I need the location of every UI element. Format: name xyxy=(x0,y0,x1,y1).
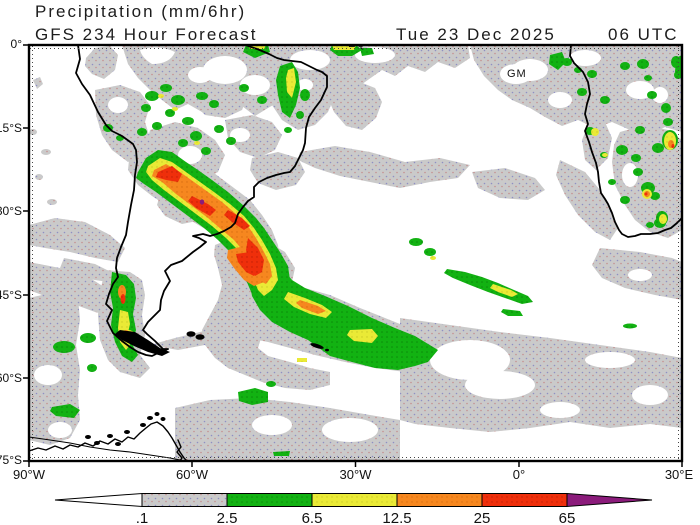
legend-label-5: 65 xyxy=(559,510,576,525)
legend-moderate-swatch xyxy=(311,493,398,507)
south-georgia xyxy=(310,343,324,349)
antarctica-shelf-line xyxy=(29,436,186,461)
lat-label-75s: 75°S xyxy=(0,453,22,467)
lat-label-45s: 45°S xyxy=(0,288,22,302)
lon-label-0: 0° xyxy=(513,467,525,482)
lat-ticks xyxy=(23,44,29,462)
falkland-east xyxy=(195,334,205,340)
legend-below-min-arrow xyxy=(54,492,143,508)
lon-label-30e: 30°E xyxy=(665,467,694,482)
islands xyxy=(85,330,329,446)
equator-label: EQ xyxy=(348,38,366,50)
precip-very-heavy-areas xyxy=(120,144,675,304)
falkland-west xyxy=(186,331,196,337)
lon-labels: 90°W 60°W 30°W 0° 30°E xyxy=(13,467,693,482)
legend-label-0: .1 xyxy=(136,510,149,525)
lat-label-30s: 30°S xyxy=(0,204,22,218)
legend-labels: .1 2.5 6.5 12.5 25 65 xyxy=(136,510,576,525)
legend-heavy-swatch xyxy=(396,493,483,507)
lat-label-15s: 15°S xyxy=(0,121,22,135)
lat-label-0: 0° xyxy=(11,37,23,51)
lat-labels: 0° 15°S 30°S 45°S 60°S 75°S xyxy=(0,37,22,467)
legend-label-4: 25 xyxy=(474,510,491,525)
legend-label-3: 12.5 xyxy=(382,510,411,525)
lon-label-60w: 60°W xyxy=(176,467,209,482)
antarctica-coastline xyxy=(29,421,188,461)
clear-areas xyxy=(34,47,668,442)
lon-label-30w: 30°W xyxy=(340,467,373,482)
legend-trace-swatch xyxy=(141,493,228,507)
africa-coastline xyxy=(569,45,682,238)
coastlines xyxy=(29,45,682,461)
model-forecast-title: GFS 234 Hour Forecast xyxy=(35,25,258,44)
minor-ticks xyxy=(30,46,681,460)
color-scale: .1 2.5 6.5 12.5 25 65 xyxy=(54,492,653,525)
tierra-del-fuego xyxy=(115,330,170,356)
precip-extreme-areas xyxy=(199,199,205,205)
lon-label-90w: 90°W xyxy=(13,467,46,482)
antarctic-ridge xyxy=(176,439,183,461)
lon-ticks xyxy=(28,461,683,467)
product-title: Precipitation (mm/6hr) xyxy=(35,2,247,21)
legend-label-2: 6.5 xyxy=(302,510,323,525)
greenwich-meridian-label: GM xyxy=(507,68,527,80)
legend-label-1: 2.5 xyxy=(217,510,238,525)
map-content: EQ GM xyxy=(29,38,682,461)
legend-very-heavy-swatch xyxy=(481,493,568,507)
legend-light-swatch xyxy=(226,493,313,507)
valid-hour: 06 UTC xyxy=(608,25,679,44)
legend-above-max-arrow xyxy=(566,492,653,508)
lat-label-60s: 60°S xyxy=(0,371,22,385)
valid-date: Tue 23 Dec 2025 xyxy=(396,25,556,44)
south-america-coastline xyxy=(75,45,328,357)
